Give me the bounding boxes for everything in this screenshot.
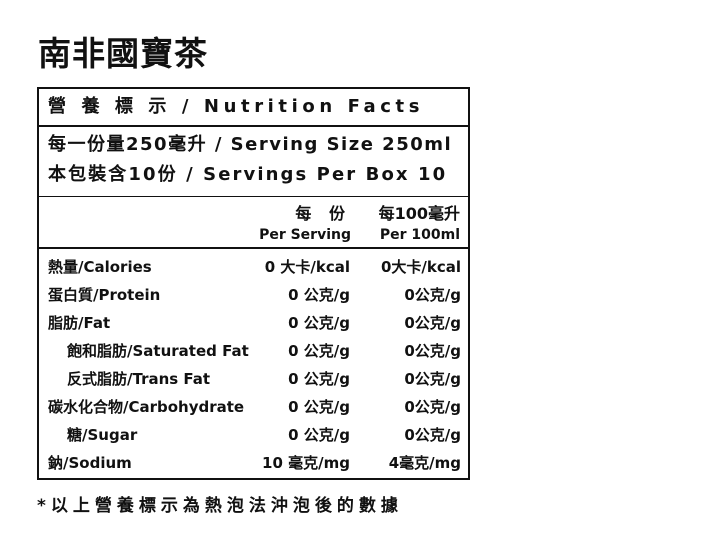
nutrient-name: 反式脂肪/Trans Fat [67, 370, 211, 388]
per-100ml-value: 0公克/g [404, 342, 461, 360]
nutrient-name: 蛋白質/Protein [48, 286, 161, 304]
nutrient-name: 鈉/Sodium [48, 454, 132, 472]
per-serving-value: 10 毫克/mg [262, 454, 350, 472]
per-serving-value: 0 公克/g [288, 426, 350, 444]
nutrient-name: 飽和脂肪/Saturated Fat [67, 342, 249, 360]
per-serving-zh: 每 份 [295, 204, 351, 223]
per-serving-value: 0 大卡/kcal [264, 258, 350, 276]
serving-size: 每一份量250毫升 / Serving Size 250ml [48, 134, 453, 155]
serving-info: 每一份量250毫升 / Serving Size 250ml 本包裝含10份 /… [39, 127, 468, 197]
per-serving-value: 0 公克/g [288, 286, 350, 304]
per-serving-en: Per Serving [259, 227, 351, 243]
per-100ml-value: 0公克/g [404, 370, 461, 388]
nutrient-row-carbohydrate: 碳水化合物/Carbohydrate 0 公克/g 0公克/g [39, 393, 468, 421]
footnote: *以上營養標示為熱泡法沖泡後的數據 [37, 496, 403, 516]
nutrient-name: 糖/Sugar [67, 426, 138, 444]
nutrient-row-calories: 熱量/Calories 0 大卡/kcal 0大卡/kcal [39, 253, 468, 281]
nutrition-label: 營 養 標 示 / Nutrition Facts 每一份量250毫升 / Se… [37, 87, 470, 480]
per-100ml-column-header: 每100毫升 Per 100ml [379, 203, 460, 245]
nutrient-name: 熱量/Calories [48, 258, 152, 276]
per-serving-value: 0 公克/g [288, 398, 350, 416]
nutrient-row-sugar: 糖/Sugar 0 公克/g 0公克/g [39, 421, 468, 449]
nutrient-row-protein: 蛋白質/Protein 0 公克/g 0公克/g [39, 281, 468, 309]
per-serving-value: 0 公克/g [288, 370, 350, 388]
nutrient-name: 碳水化合物/Carbohydrate [48, 398, 245, 416]
per-100ml-zh: 每100毫升 [378, 204, 460, 223]
nutrient-list: 熱量/Calories 0 大卡/kcal 0大卡/kcal 蛋白質/Prote… [39, 253, 468, 477]
product-title: 南非國寶茶 [38, 34, 208, 73]
nutrient-name: 脂肪/Fat [48, 314, 111, 332]
nutrition-facts-header: 營 養 標 示 / Nutrition Facts [39, 89, 468, 127]
nutrient-row-sodium: 鈉/Sodium 10 毫克/mg 4毫克/mg [39, 449, 468, 477]
per-100ml-en: Per 100ml [379, 227, 460, 243]
servings-per-box: 本包裝含10份 / Servings Per Box 10 [48, 164, 448, 185]
nutrient-row-trans-fat: 反式脂肪/Trans Fat 0 公克/g 0公克/g [39, 365, 468, 393]
nutrient-row-saturated-fat: 飽和脂肪/Saturated Fat 0 公克/g 0公克/g [39, 337, 468, 365]
per-100ml-value: 4毫克/mg [388, 454, 461, 472]
per-100ml-value: 0公克/g [404, 398, 461, 416]
nutrient-row-fat: 脂肪/Fat 0 公克/g 0公克/g [39, 309, 468, 337]
per-100ml-value: 0公克/g [404, 314, 461, 332]
per-100ml-value: 0大卡/kcal [380, 258, 461, 276]
per-serving-value: 0 公克/g [288, 314, 350, 332]
per-100ml-value: 0公克/g [404, 286, 461, 304]
per-serving-column-header: 每 份 Per Serving [259, 203, 351, 245]
column-headers: 每 份 Per Serving 每100毫升 Per 100ml [39, 197, 468, 249]
per-serving-value: 0 公克/g [288, 342, 350, 360]
per-100ml-value: 0公克/g [404, 426, 461, 444]
